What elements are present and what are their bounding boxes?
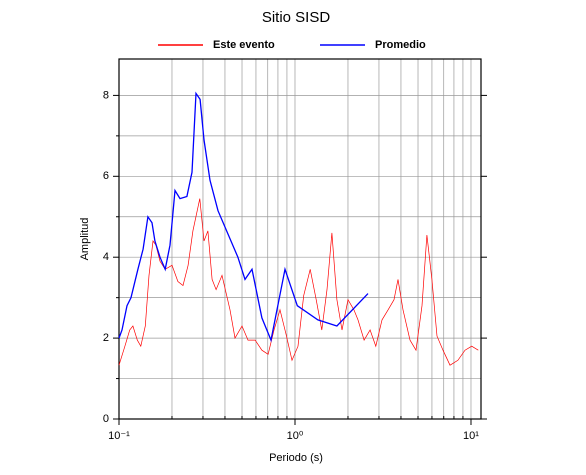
x-axis-label: Periodo (s) (269, 452, 323, 464)
chart-title: Sitio SISD (262, 9, 331, 26)
y-axis-label: Amplitud (79, 218, 91, 261)
series-line (118, 198, 479, 366)
y-tick-label: 2 (103, 332, 109, 344)
x-tick-label: 10⁻¹ (108, 430, 130, 442)
legend-label: Promedio (375, 39, 426, 51)
y-tick-label: 6 (103, 170, 109, 182)
x-tick-label: 10¹ (463, 430, 479, 442)
y-tick-label: 0 (103, 413, 109, 425)
y-tick-label: 8 (103, 89, 109, 101)
series-line (118, 91, 369, 343)
plot-frame (118, 58, 482, 420)
x-tick-label: 10⁰ (287, 430, 304, 442)
y-tick-label: 4 (103, 251, 109, 263)
legend-label: Este evento (213, 39, 275, 51)
